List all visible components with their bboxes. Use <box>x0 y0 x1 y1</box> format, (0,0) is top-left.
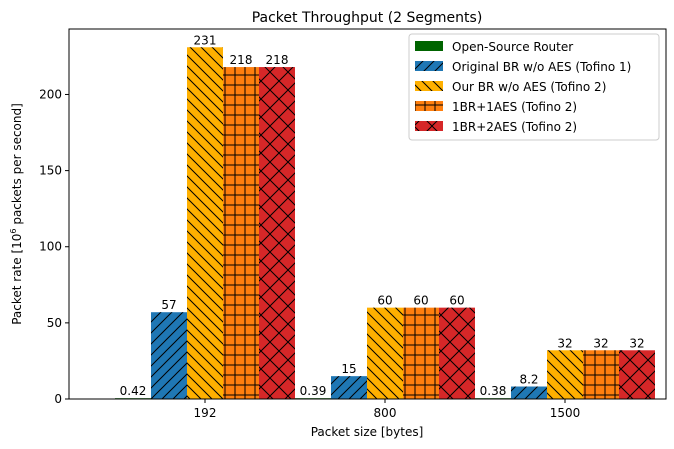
bar-value-label: 0.39 <box>300 384 327 398</box>
x-axis: 192 800 1500 <box>194 399 581 420</box>
bar-value-label: 32 <box>629 336 644 350</box>
legend: Open-Source Router Original BR w/o AES (T… <box>408 33 660 141</box>
legend-swatch-hatch <box>415 61 443 71</box>
bar-hatch <box>223 67 259 399</box>
y-tick-label: 200 <box>39 87 62 101</box>
bar-value-label: 8.2 <box>519 373 538 387</box>
bar-value-label: 15 <box>341 362 356 376</box>
bar-value-label: 32 <box>593 336 608 350</box>
bar-hatch <box>403 307 439 399</box>
bars-layer <box>115 47 655 399</box>
bar-value-label: 60 <box>413 294 428 308</box>
legend-label: 1BR+2AES (Tofino 2) <box>452 120 577 134</box>
bar-value-label: 231 <box>194 33 217 47</box>
bar-hatch <box>583 350 619 399</box>
bar-value-label: 32 <box>557 336 572 350</box>
y-axis: 0 50 100 150 200 <box>39 87 69 406</box>
bar-value-label: 218 <box>230 53 253 67</box>
bar-hatch <box>331 376 367 399</box>
x-tick-label: 192 <box>194 406 217 420</box>
bar-value-label: 60 <box>449 294 464 308</box>
legend-swatch-hatch <box>415 121 443 131</box>
legend-frame <box>408 33 660 141</box>
plot-frame <box>68 28 667 400</box>
bar-hatch <box>151 312 187 399</box>
bar-value-label: 0.38 <box>480 384 507 398</box>
y-axis-label: Packet rate [106 packets per second] <box>9 103 24 325</box>
legend-swatch <box>415 41 443 51</box>
legend-label: Our BR w/o AES (Tofino 2) <box>452 80 606 94</box>
legend-label: Open-Source Router <box>452 40 573 54</box>
bar-hatch <box>619 350 655 399</box>
legend-swatch-hatch <box>415 101 443 111</box>
bar-value-label: 57 <box>161 298 176 312</box>
y-tick-label: 50 <box>47 316 62 330</box>
x-tick-label: 1500 <box>550 406 581 420</box>
bar-value-label: 60 <box>377 294 392 308</box>
bar-hatch <box>187 47 223 399</box>
legend-label: 1BR+1AES (Tofino 2) <box>452 100 577 114</box>
bar-hatch <box>511 386 547 399</box>
legend-swatch-hatch <box>415 81 443 91</box>
legend-label: Original BR w/o AES (Tofino 1) <box>452 60 631 74</box>
bar-hatch <box>439 307 475 399</box>
y-tick-label: 100 <box>39 240 62 254</box>
bar-hatch <box>547 350 583 399</box>
y-tick-label: 150 <box>39 164 62 178</box>
value-labels-layer: 0.42 0.39 0.38 57 15 8.2 231 60 32 218 60 32 218 60 32 <box>120 33 645 398</box>
bar-hatch <box>367 307 403 399</box>
bar-value-label: 218 <box>266 53 289 67</box>
bar-hatch <box>259 67 295 399</box>
chart-title: Packet Throughput (2 Segments) <box>252 10 483 26</box>
bar-value-label: 0.42 <box>120 384 147 398</box>
x-axis-label: Packet size [bytes] <box>311 425 424 439</box>
y-tick-label: 0 <box>54 392 62 406</box>
x-tick-label: 800 <box>374 406 397 420</box>
